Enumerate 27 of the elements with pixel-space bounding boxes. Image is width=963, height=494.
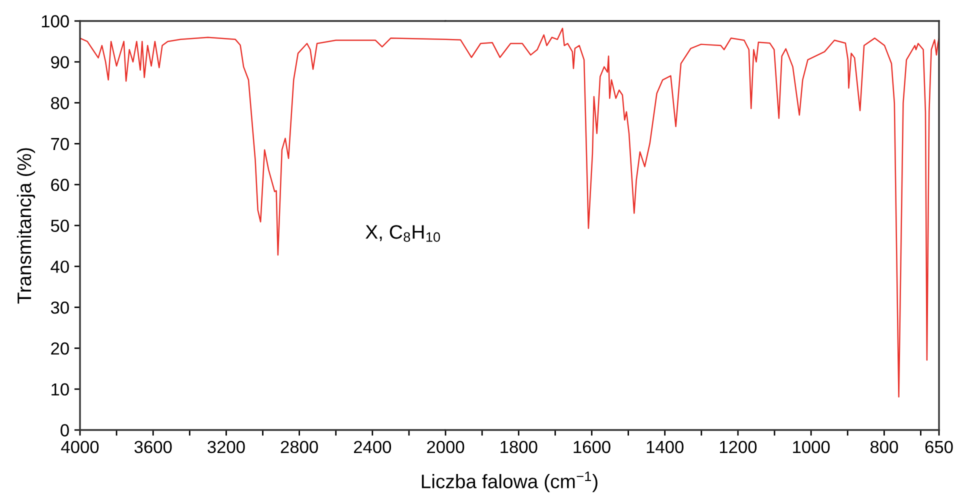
y-tick-label: 0 (60, 424, 69, 436)
x-tick-label: 4000 (61, 440, 99, 454)
y-tick-label: 10 (52, 383, 69, 396)
x-tick-label: 2000 (427, 440, 464, 454)
x-axis-title: Liczba falowa (cm$^{−1}$) (422, 472, 598, 492)
y-tick-label: 100 (42, 15, 69, 28)
x-tick-label: 1800 (500, 440, 538, 454)
x-tick-label: 650 (925, 440, 953, 454)
y-tick-label: 80 (51, 96, 69, 110)
y-tick-label: 90 (51, 56, 69, 68)
y-tick-label: 50 (50, 220, 69, 232)
y-tick-label: 20 (51, 342, 69, 355)
x-tick-label: 3600 (134, 440, 172, 454)
x-tick-label: 2800 (280, 440, 318, 454)
x-tick-label: 1000 (793, 440, 830, 454)
y-axis-title: Transmitancja (%) (16, 148, 36, 304)
annotation: X, C$_{8}$H$_{10}$ (366, 225, 440, 242)
y-tick-label: 60 (51, 178, 69, 192)
x-tick-label: 3200 (208, 440, 245, 454)
x-tick-label: 1200 (720, 440, 757, 454)
y-tick-label: 30 (50, 301, 69, 314)
x-tick-label: 800 (870, 440, 898, 454)
y-tick-label: 40 (50, 260, 69, 273)
x-tick-label: 1600 (574, 440, 610, 454)
y-tick-label: 70 (51, 138, 69, 150)
x-tick-label: 1400 (646, 440, 684, 454)
x-tick-label: 2400 (354, 440, 392, 454)
